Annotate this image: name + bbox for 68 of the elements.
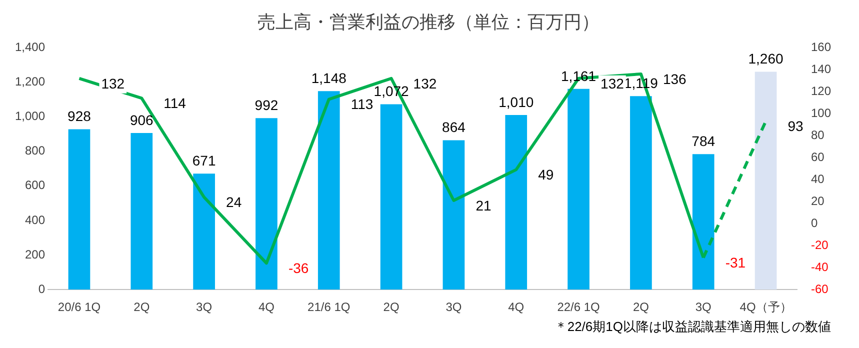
data-label: 49 — [538, 166, 554, 183]
x-tick-label: 21/6 1Q — [308, 300, 350, 314]
y-tick-label: 1,200 — [15, 74, 46, 88]
bar — [380, 104, 402, 290]
x-tick-label: 3Q — [196, 300, 212, 314]
bar — [68, 129, 90, 290]
data-label: 928 — [68, 108, 92, 124]
y2-tick-label: 120 — [810, 84, 832, 98]
bar — [256, 118, 278, 290]
y2-tick-label: -40 — [810, 260, 829, 274]
data-label: 24 — [226, 194, 242, 210]
y-tick-label: 800 — [25, 144, 46, 158]
y2-tick-label: 160 — [810, 40, 832, 54]
data-label: 1,161 — [561, 68, 596, 84]
x-tick-label: 4Q — [508, 300, 524, 314]
data-label: 1,148 — [311, 70, 347, 86]
bar — [442, 140, 465, 290]
x-tick-label: 22/6 1Q — [557, 300, 600, 314]
y2-tick-label: -20 — [810, 238, 829, 252]
data-label: 784 — [692, 132, 716, 149]
x-tick-label: 3Q — [446, 300, 462, 314]
y2-tick-label: 0 — [810, 216, 818, 230]
chart-title: 売上高・営業利益の推移（単位：百万円） — [258, 12, 600, 32]
y-tick-label: 0 — [38, 282, 46, 296]
x-tick-label: 2Q — [632, 300, 649, 314]
x-tick-label: 2Q — [383, 300, 400, 314]
x-tick-label: 3Q — [695, 300, 712, 314]
data-label: 1,010 — [498, 94, 534, 110]
x-tick-label: 4Q — [258, 300, 274, 314]
y-tick-label: 400 — [25, 212, 46, 227]
bar — [692, 154, 714, 290]
data-label: 132 — [600, 75, 624, 92]
y2-tick-label: 80 — [810, 128, 825, 142]
data-label: 113 — [350, 96, 374, 112]
bar — [630, 96, 652, 290]
y-tick-label: 600 — [25, 178, 46, 192]
data-label: -31 — [725, 254, 746, 271]
data-label: 132 — [413, 75, 437, 92]
data-label: 93 — [788, 118, 804, 134]
bar — [754, 72, 777, 290]
data-label: -36 — [288, 260, 309, 276]
bar — [130, 132, 153, 290]
data-label: 21 — [476, 197, 492, 214]
x-tick-label: 20/6 1Q — [58, 300, 101, 314]
data-label: 136 — [662, 70, 687, 87]
y2-tick-label: 40 — [810, 172, 825, 186]
y2-tick-label: -60 — [810, 282, 829, 296]
bar — [318, 91, 340, 290]
data-label: 1,260 — [748, 50, 784, 67]
x-tick-label: 2Q — [134, 300, 150, 314]
bar — [568, 88, 590, 290]
y2-tick-label: 140 — [810, 62, 832, 76]
text: ＊22/6期1Q以降は収益認識基準適用無しの数値 — [553, 318, 832, 336]
y2-tick-label: 100 — [810, 106, 832, 120]
data-label: 671 — [192, 152, 216, 168]
bar — [505, 115, 528, 290]
data-label: 114 — [164, 95, 186, 112]
y-tick-label: 1,400 — [15, 40, 46, 54]
y2-tick-label: 20 — [810, 194, 825, 208]
x-tick-label: 4Q（予） — [740, 300, 792, 314]
data-label: 864 — [442, 119, 466, 136]
data-label: 992 — [254, 96, 278, 113]
y-tick-label: 200 — [25, 247, 46, 262]
data-label: 132 — [101, 75, 125, 92]
y2-tick-label: 60 — [810, 150, 825, 164]
data-label: 906 — [130, 112, 154, 128]
bar — [193, 174, 215, 290]
y-tick-label: 1,000 — [15, 109, 46, 124]
